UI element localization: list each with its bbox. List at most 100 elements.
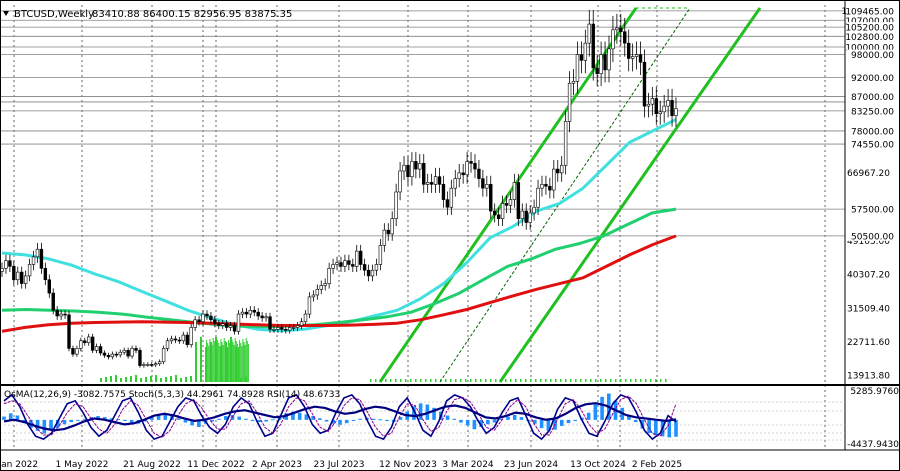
moving-averages-layer xyxy=(1,118,677,333)
candle-body xyxy=(315,288,320,296)
candle-body xyxy=(106,354,111,358)
volume-bar xyxy=(150,376,152,382)
candle-body xyxy=(165,340,170,349)
candle-body xyxy=(552,168,556,191)
volume-bar xyxy=(625,379,627,382)
osma-histogram-bar xyxy=(237,416,241,420)
osma-histogram-bar xyxy=(486,419,490,425)
price-tick-label: 31509.40 xyxy=(847,304,890,314)
moving-average-line xyxy=(1,234,677,333)
candle-body xyxy=(504,203,509,206)
candle-body xyxy=(441,184,446,200)
volume-bar xyxy=(570,379,572,382)
osma-histogram-bar xyxy=(452,418,457,420)
chart-menu-triangle-icon[interactable] xyxy=(3,11,9,16)
volume-bar xyxy=(212,338,214,382)
osma-histogram-bar xyxy=(432,407,436,420)
candle-body xyxy=(670,100,674,116)
volume-bar xyxy=(236,344,238,382)
candle-body xyxy=(83,340,87,343)
candle-body xyxy=(453,178,457,189)
volume-bar xyxy=(635,379,637,382)
volume-bar xyxy=(224,341,226,382)
volume-bar xyxy=(207,343,209,382)
volume-bar xyxy=(220,339,222,382)
candle-body xyxy=(362,264,367,271)
indicator-tick-label: 5285.9760 xyxy=(850,387,899,397)
volume-bar xyxy=(580,379,582,382)
level-price-label: 83250.00 xyxy=(851,107,894,117)
candle-body xyxy=(110,353,115,358)
level-price-label: 98000.00 xyxy=(851,51,894,61)
candle-body xyxy=(327,267,331,284)
osma-histogram-bar xyxy=(674,419,678,437)
osma-histogram-bar xyxy=(627,415,631,420)
volume-bar xyxy=(244,345,246,382)
candle-body xyxy=(358,250,363,265)
indicator-line xyxy=(3,402,677,432)
osma-histogram-bar xyxy=(82,418,87,420)
candle-body xyxy=(35,248,40,258)
candle-body xyxy=(575,54,580,82)
candle-body xyxy=(284,329,288,331)
volume-bar xyxy=(510,379,512,382)
candle-body xyxy=(240,311,245,315)
osma-histogram-bar xyxy=(559,419,564,426)
candle-body xyxy=(418,163,422,170)
volume-bar xyxy=(455,379,457,382)
level-label-background xyxy=(847,72,899,83)
candle-body xyxy=(303,313,308,323)
time-tick-label: 23 Jun 2024 xyxy=(504,460,558,470)
candle-body xyxy=(323,283,327,286)
volume-bar xyxy=(227,347,228,382)
candle-body xyxy=(556,168,560,174)
candle-body xyxy=(63,313,67,316)
level-price-label: 92000.00 xyxy=(851,74,894,84)
volume-bar xyxy=(655,379,657,382)
candle-body xyxy=(445,199,450,208)
candle-body xyxy=(161,348,166,363)
candle-body xyxy=(402,164,406,172)
volume-bar xyxy=(405,379,407,382)
osma-histogram-bar xyxy=(291,411,295,420)
volume-bar xyxy=(415,379,417,382)
osma-histogram-bar xyxy=(479,419,483,427)
volume-bar xyxy=(490,379,492,382)
volume-bar xyxy=(560,379,562,382)
candle-body xyxy=(20,271,24,284)
volume-bar xyxy=(385,379,387,382)
volume-bar xyxy=(105,377,107,382)
candle-body xyxy=(177,339,182,342)
candle-body xyxy=(662,105,666,113)
osma-histogram-bar xyxy=(304,414,309,420)
osma-histogram-bar xyxy=(103,417,107,420)
osma-histogram-bar xyxy=(42,419,47,434)
candle-body xyxy=(437,176,442,185)
volume-bar xyxy=(485,379,487,382)
price-tick-label: 13913.80 xyxy=(847,371,890,381)
candle-body xyxy=(181,334,186,342)
candle-body xyxy=(193,319,197,328)
candle-body xyxy=(414,161,418,170)
volume-bar xyxy=(575,379,577,382)
osma-histogram-bar xyxy=(217,418,221,420)
osma-histogram-bar xyxy=(223,416,228,420)
volume-bar xyxy=(525,379,527,382)
osma-histogram-bar xyxy=(371,418,376,420)
candle-body xyxy=(150,364,154,366)
candle-body xyxy=(638,54,643,63)
candle-body xyxy=(16,271,20,281)
volume-bar xyxy=(530,379,532,382)
candle-body xyxy=(90,336,95,351)
osma-histogram-bar xyxy=(351,419,356,421)
volume-bar xyxy=(232,342,234,382)
volume-bar xyxy=(550,379,552,382)
volume-bar xyxy=(565,379,567,382)
candle-body xyxy=(512,182,517,200)
volume-bar xyxy=(219,346,221,382)
volume-bar xyxy=(209,339,211,382)
candle-body xyxy=(67,314,71,349)
level-label-background xyxy=(847,22,899,33)
